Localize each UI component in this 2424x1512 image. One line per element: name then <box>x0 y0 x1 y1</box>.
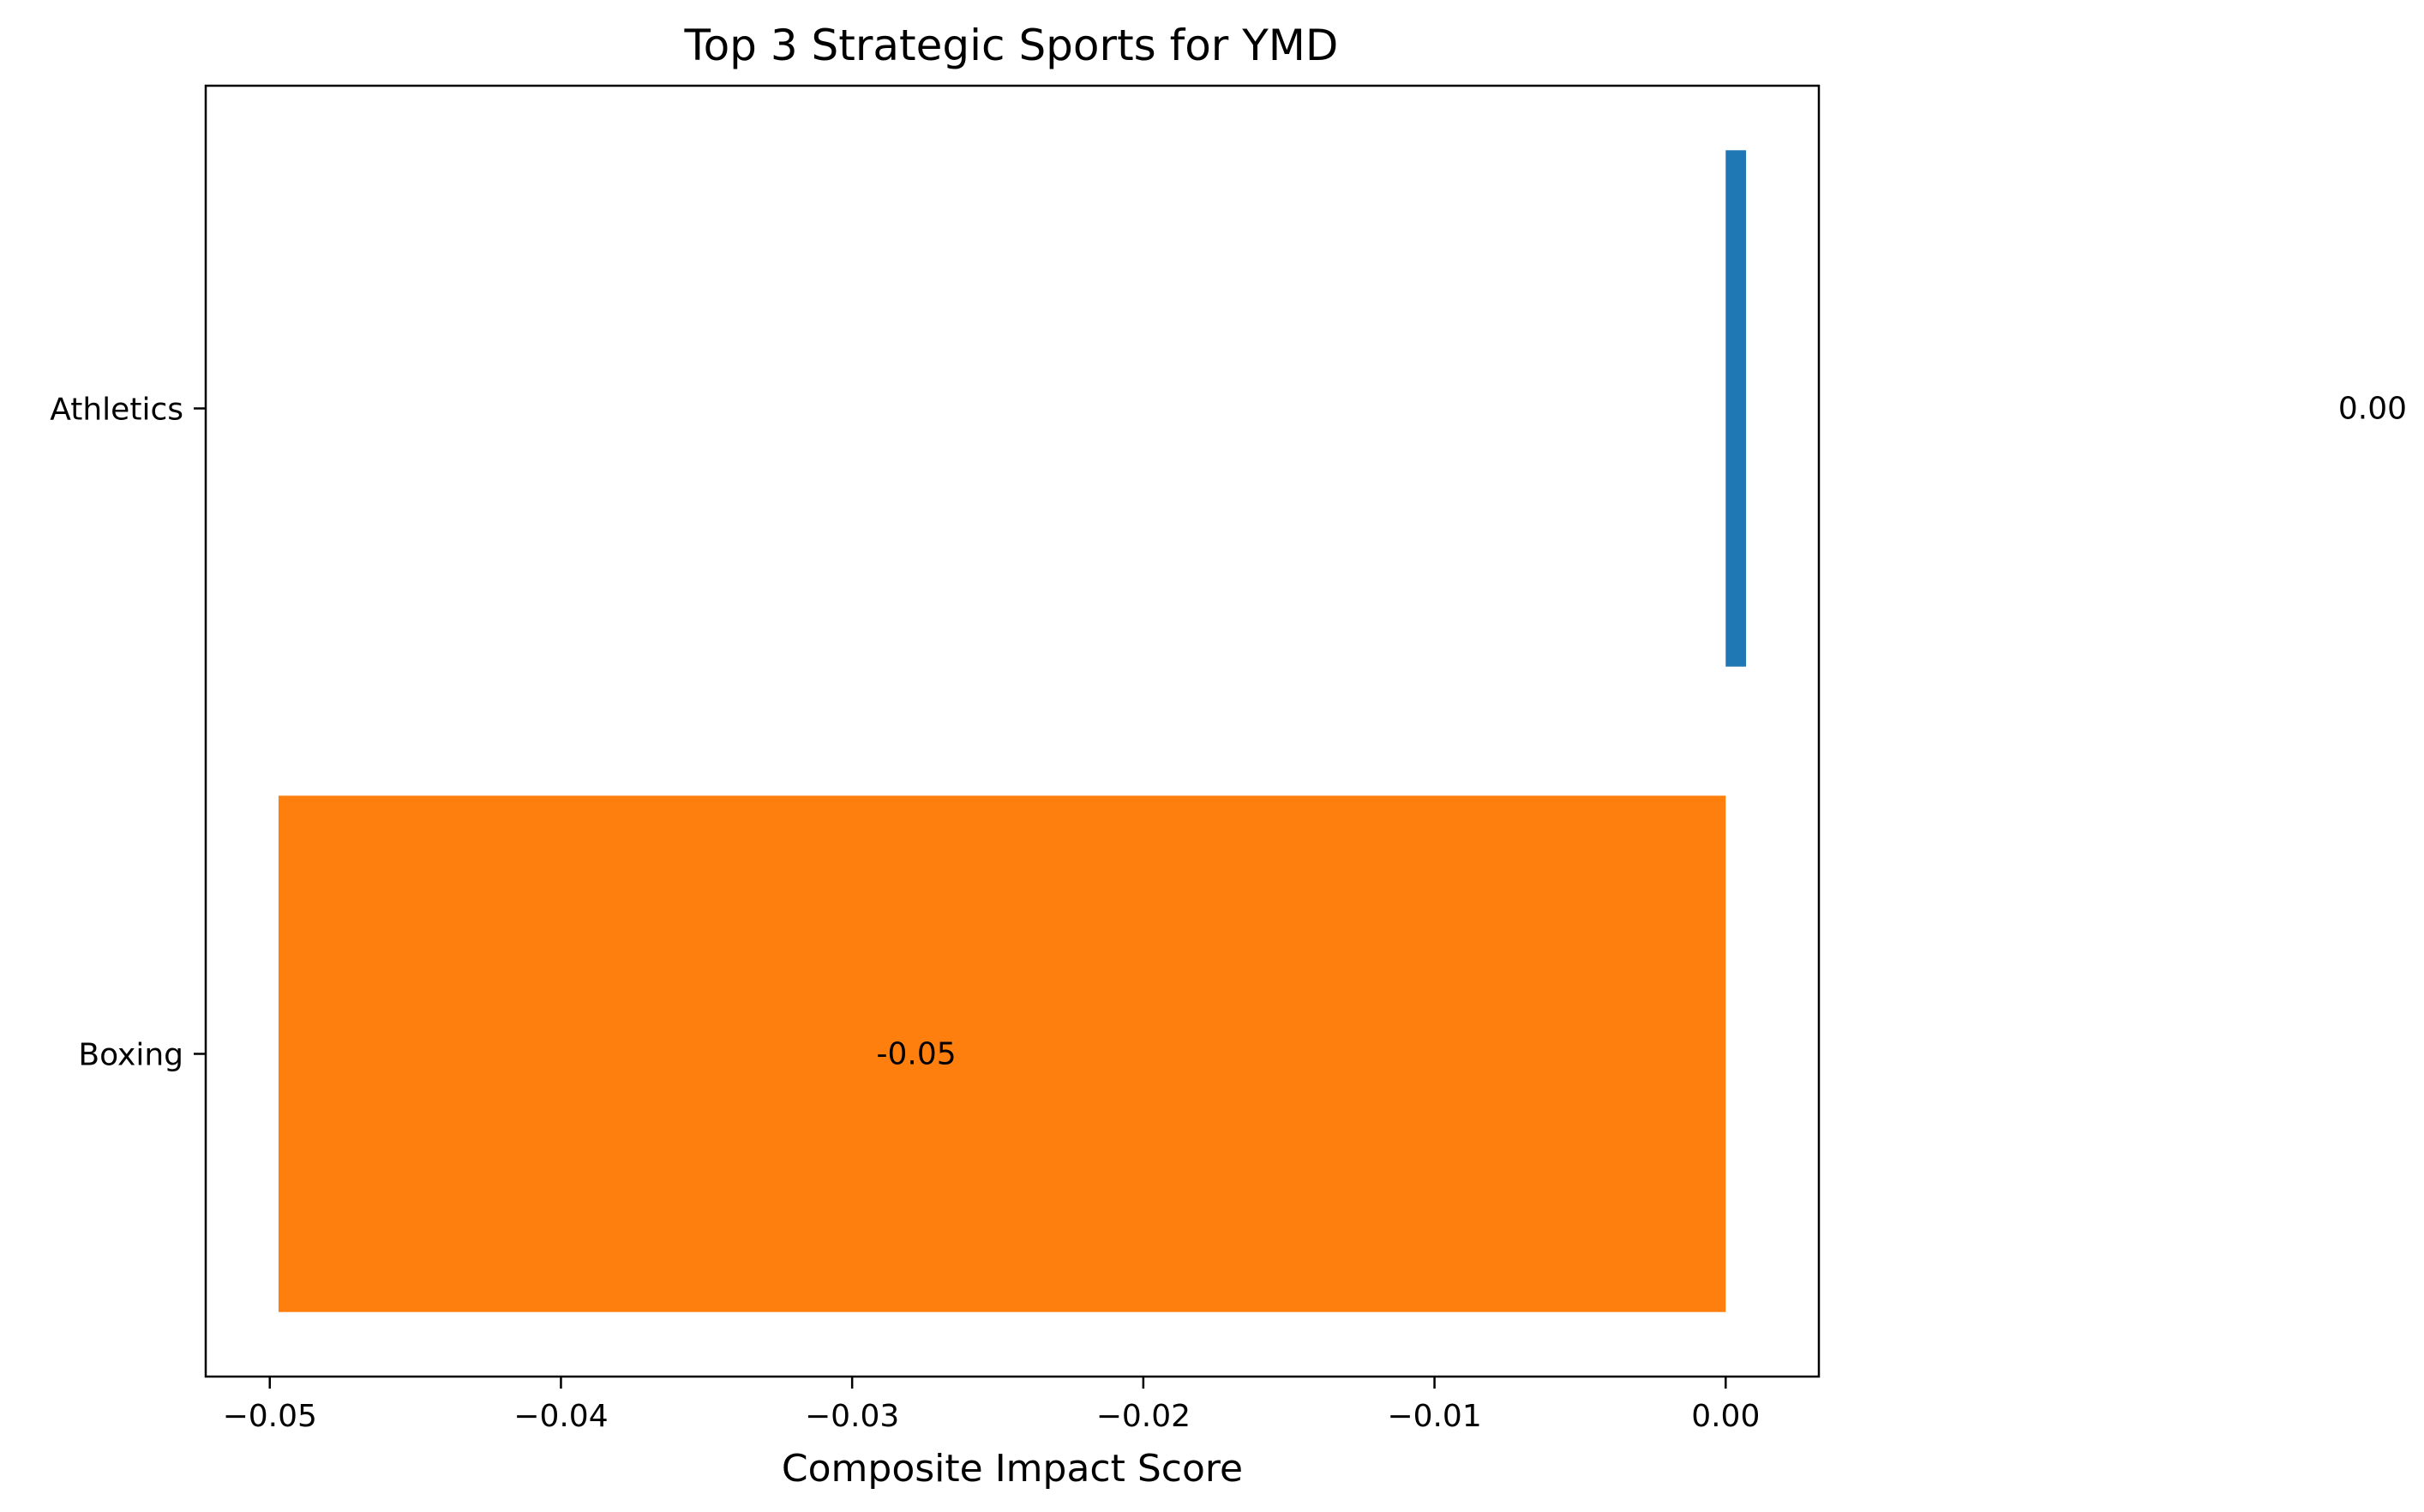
x-axis: −0.05 −0.04 −0.03 −0.02 −0.01 0.00 <box>223 1377 1760 1434</box>
bar-label-athletics: 0.00 <box>2338 392 2407 427</box>
x-tick-label: −0.01 <box>1387 1399 1481 1434</box>
x-tick-label: −0.03 <box>805 1399 899 1434</box>
bar-label-boxing: -0.05 <box>877 1037 957 1072</box>
bar-boxing <box>278 795 1726 1312</box>
y-tick-label-boxing: Boxing <box>78 1038 183 1073</box>
x-axis-label: Composite Impact Score <box>782 1447 1243 1491</box>
x-tick-label: −0.04 <box>513 1399 608 1434</box>
x-tick-label: 0.00 <box>1691 1399 1760 1434</box>
chart-title: Top 3 Strategic Sports for YMD <box>684 21 1339 70</box>
y-tick-label-athletics: Athletics <box>50 393 183 428</box>
x-tick-label: −0.02 <box>1096 1399 1191 1434</box>
bars-group <box>278 150 1747 1312</box>
bar-athletics <box>1725 150 1747 667</box>
y-axis: Athletics Boxing <box>50 393 206 1073</box>
bar-labels-group: 0.00 -0.05 <box>877 392 2407 1072</box>
plot-frame <box>204 84 1821 1378</box>
x-tick-label: −0.05 <box>223 1399 317 1434</box>
